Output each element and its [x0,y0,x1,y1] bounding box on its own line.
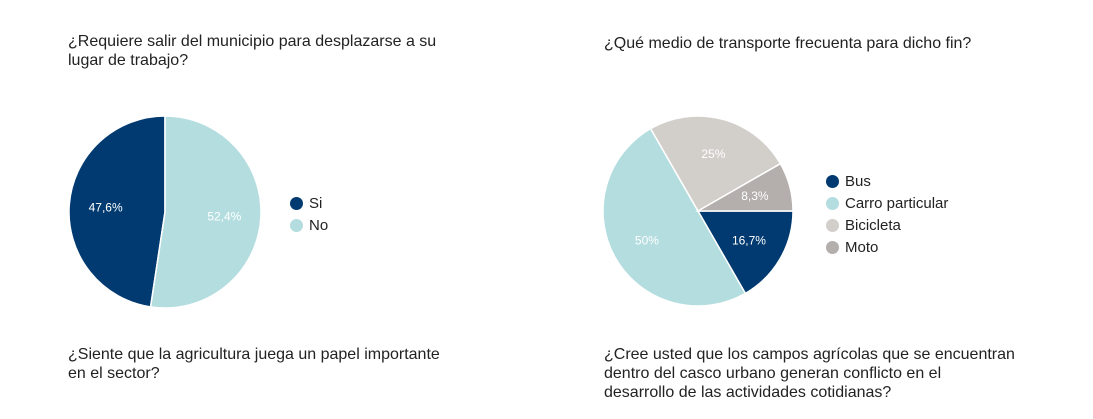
pie-slice-moto [695,162,794,212]
legend-transport: Bus Carro particular Bicicleta Moto [826,170,948,258]
legend-swatch-moto [826,240,839,254]
pie-chart-commute: 47,6% 52,4% [68,115,262,309]
legend-swatch-carro-particular [826,196,839,210]
legend-item-bicicleta: Bicicleta [826,214,948,236]
slice-label-si: 47,6% [89,201,123,215]
question-transport-mode: ¿Qué medio de transporte frecuenta para … [604,35,972,52]
question-agriculture-importance: ¿Siente que la agricultura juega un pape… [68,346,440,382]
legend-item-no: No [290,214,328,236]
slice-label-bicicleta: 25% [701,147,725,161]
legend-label-si: Si [309,194,323,212]
pie-slice-si [68,115,166,308]
pie-slice-bus [696,210,794,295]
legend-label-bicicleta: Bicicleta [845,216,901,234]
pie-chart-transport: 16,7% 50% 25% 8,3% [602,115,794,307]
legend-item-si: Si [290,192,328,214]
legend-label-moto: Moto [845,238,879,256]
legend-commute: Si No [290,192,328,236]
legend-swatch-no [290,218,303,232]
legend-item-carro-particular: Carro particular [826,192,948,214]
legend-swatch-bicicleta [826,218,839,232]
pie-slice-bicicleta [649,115,782,213]
pie-slice-carro-particular [602,127,747,307]
slice-label-carro-particular: 50% [635,233,659,247]
pie-slice-no [149,115,262,309]
legend-swatch-si [290,196,303,210]
legend-label-carro-particular: Carro particular [845,194,949,212]
legend-item-moto: Moto [826,236,948,258]
legend-label-no: No [309,216,329,234]
slice-label-bus: 16,7% [732,234,766,248]
legend-label-bus: Bus [845,172,871,190]
question-agricultural-fields-conflict: ¿Cree usted que los campos agrícolas que… [604,346,1015,401]
legend-swatch-bus [826,174,839,188]
question-commute-outside-municipality: ¿Requiere salir del municipio para despl… [68,33,437,69]
legend-item-bus: Bus [826,170,948,192]
slice-label-no: 52,4% [207,209,241,223]
slice-label-moto: 8,3% [741,189,769,203]
